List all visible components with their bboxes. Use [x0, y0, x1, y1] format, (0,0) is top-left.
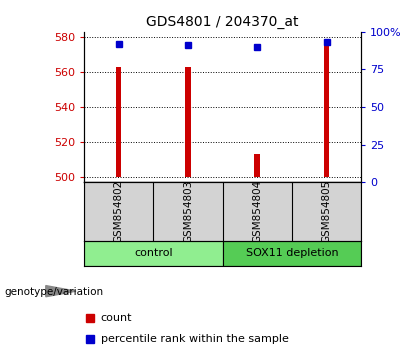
Text: control: control: [134, 249, 173, 258]
Bar: [223, 241, 361, 266]
Polygon shape: [46, 286, 76, 297]
Title: GDS4801 / 204370_at: GDS4801 / 204370_at: [146, 16, 299, 29]
Bar: [84, 241, 223, 266]
Text: GSM854802: GSM854802: [114, 180, 123, 244]
Text: percentile rank within the sample: percentile rank within the sample: [101, 334, 289, 344]
Text: GSM854805: GSM854805: [322, 180, 331, 244]
Text: GSM854803: GSM854803: [183, 180, 193, 244]
Bar: [255, 154, 260, 177]
Text: GSM854804: GSM854804: [252, 180, 262, 244]
Text: SOX11 depletion: SOX11 depletion: [246, 249, 338, 258]
Text: count: count: [101, 313, 132, 323]
Bar: [324, 44, 329, 177]
Bar: [116, 67, 121, 177]
Bar: [185, 67, 191, 177]
Text: genotype/variation: genotype/variation: [4, 287, 103, 297]
